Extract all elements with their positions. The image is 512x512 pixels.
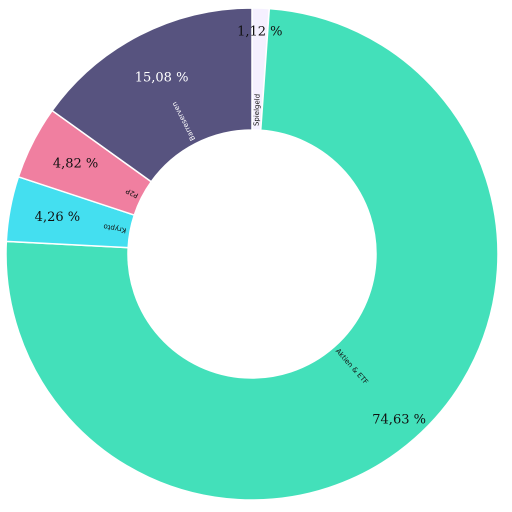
slice-value-p2p: 4,82 %	[53, 157, 98, 172]
slice-value-aktien-and-etf: 74,63 %	[372, 413, 426, 428]
slice-aktien-and-etf	[5, 7, 499, 501]
slice-value-spielgeld: 1,12 %	[237, 25, 282, 40]
slice-label-spielgeld: Spielgeld	[253, 94, 262, 126]
slice-value-krypto: 4,26 %	[35, 210, 80, 225]
slice-barreserven	[51, 7, 253, 183]
slice-value-barreserven: 15,08 %	[135, 70, 189, 85]
